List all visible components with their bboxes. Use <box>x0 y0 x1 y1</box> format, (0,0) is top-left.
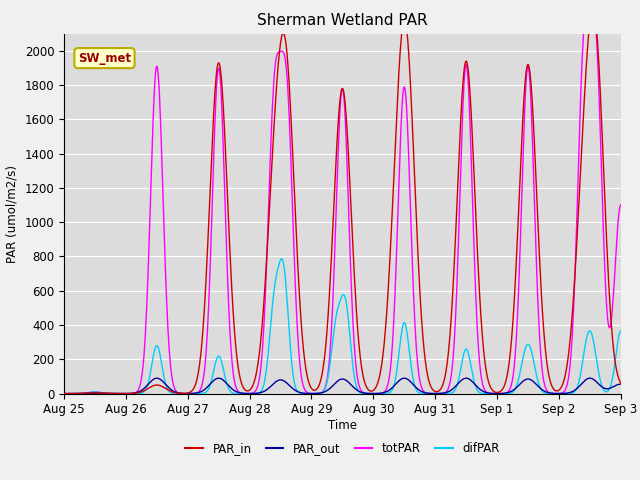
Text: SW_met: SW_met <box>78 51 131 65</box>
Y-axis label: PAR (umol/m2/s): PAR (umol/m2/s) <box>6 165 19 263</box>
X-axis label: Time: Time <box>328 419 357 432</box>
Title: Sherman Wetland PAR: Sherman Wetland PAR <box>257 13 428 28</box>
Legend: PAR_in, PAR_out, totPAR, difPAR: PAR_in, PAR_out, totPAR, difPAR <box>180 437 504 460</box>
